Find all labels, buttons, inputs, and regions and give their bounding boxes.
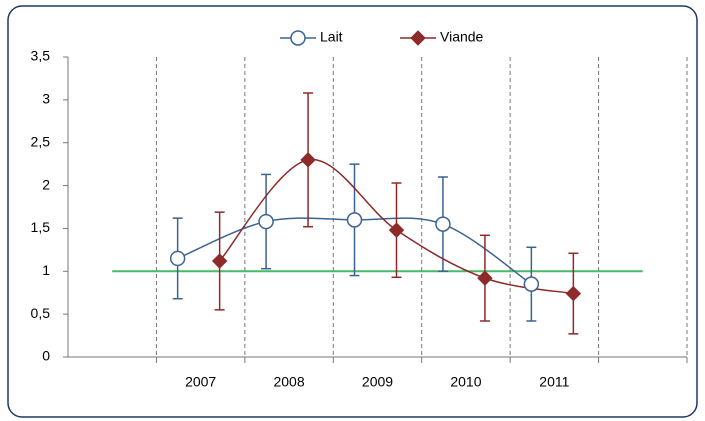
y-tick-label: 1 (42, 262, 50, 278)
y-tick-label: 2 (42, 176, 50, 192)
legend-marker (410, 30, 426, 46)
data-point (346, 212, 363, 228)
x-tick-label: 2011 (539, 374, 569, 390)
legend-label: Lait (320, 29, 343, 45)
y-tick-label: 3,5 (31, 48, 51, 64)
legend-marker (290, 30, 306, 46)
data-point (477, 270, 493, 286)
data-point (435, 216, 451, 232)
y-tick-label: 2,5 (31, 133, 51, 149)
data-point (169, 250, 186, 267)
x-tick-label: 2007 (185, 374, 216, 390)
data-point (565, 285, 582, 302)
y-tick-label: 0,5 (31, 305, 51, 321)
x-tick-label: 2010 (450, 374, 481, 390)
data-point (300, 152, 316, 168)
y-tick-label: 3 (42, 91, 50, 107)
y-tick-label: 0 (42, 348, 50, 364)
x-tick-label: 2008 (273, 374, 304, 390)
x-tick-label: 2009 (362, 374, 393, 390)
data-point (523, 276, 540, 292)
data-point (388, 222, 405, 238)
y-tick-label: 1,5 (31, 219, 51, 235)
legend-label: Viande (440, 29, 484, 45)
data-point (211, 253, 228, 269)
chart-frame (7, 5, 698, 418)
data-point (258, 213, 274, 230)
